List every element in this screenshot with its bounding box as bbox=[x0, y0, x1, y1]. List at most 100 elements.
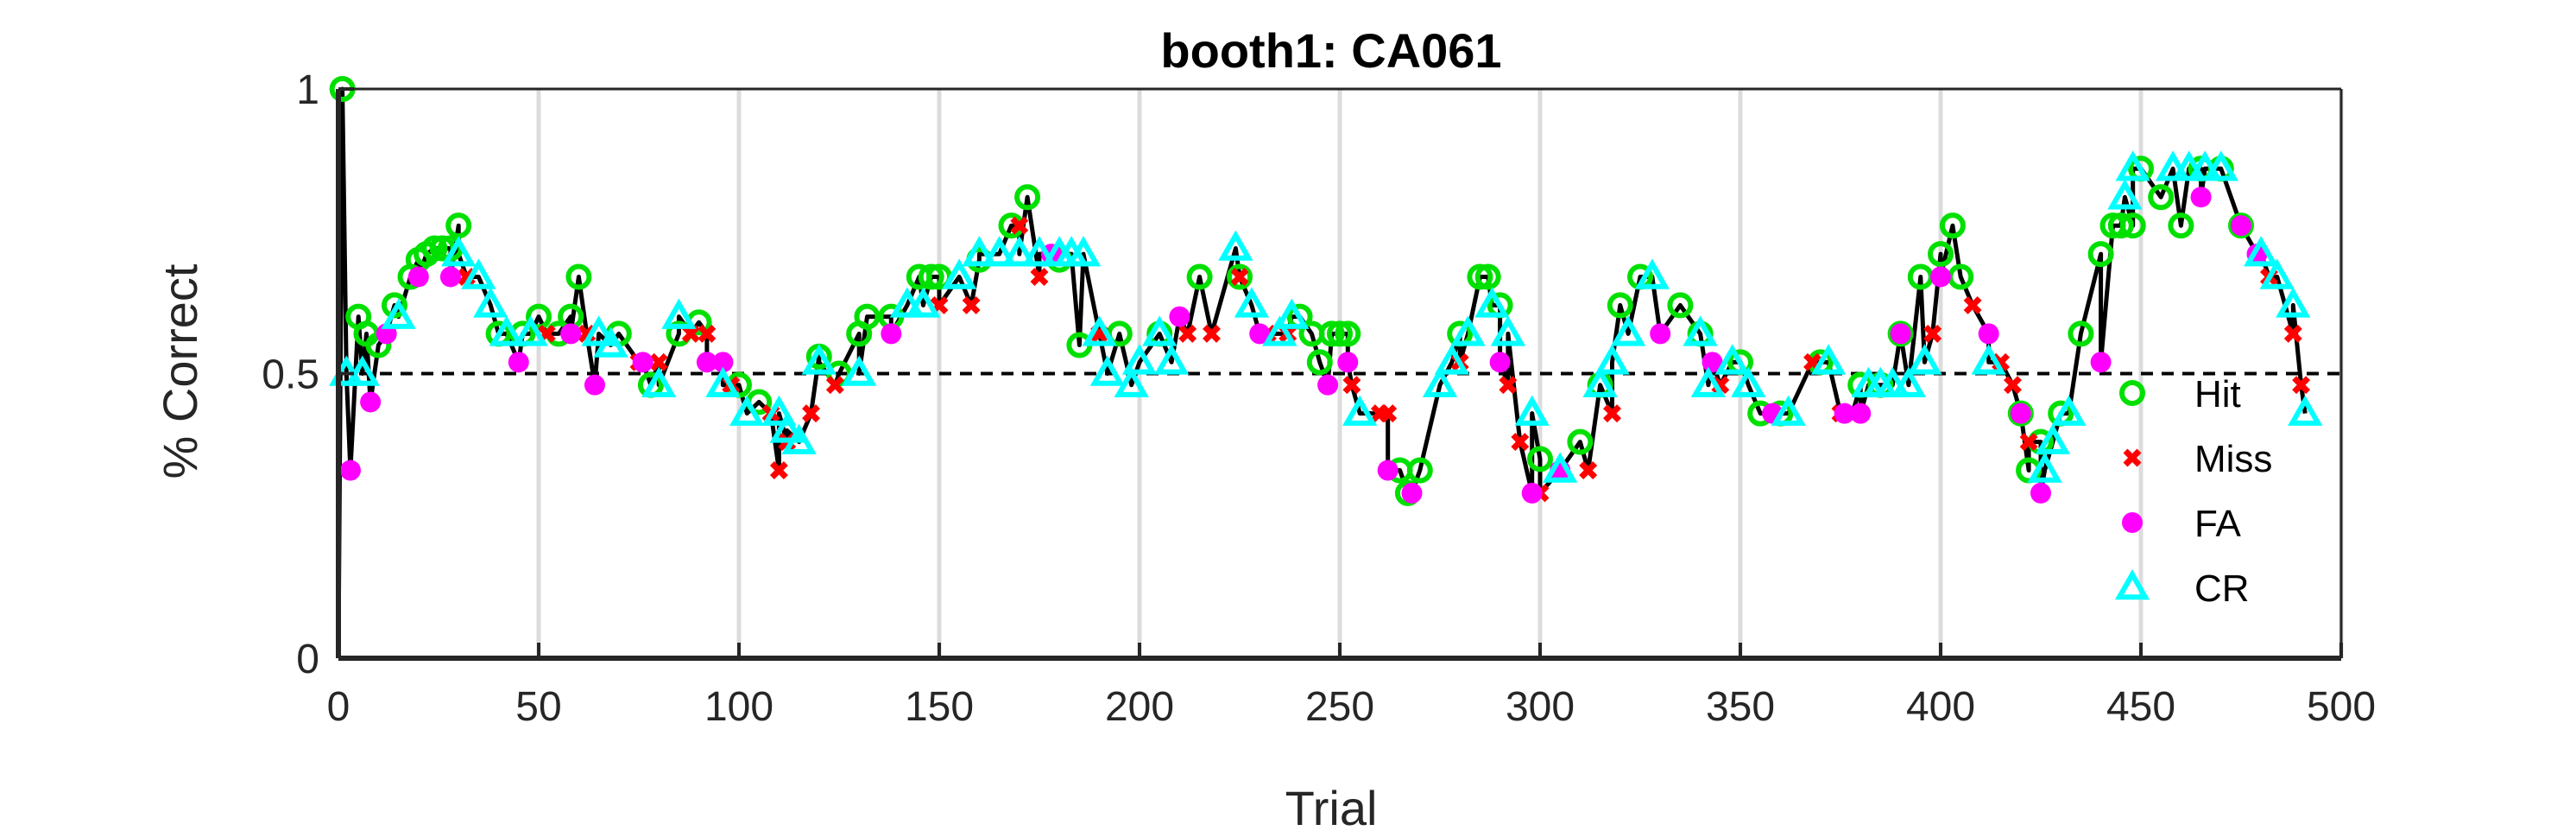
miss-marker bbox=[1203, 324, 1221, 343]
cr-marker bbox=[1771, 395, 1806, 426]
fa-marker bbox=[1834, 403, 1855, 424]
legend: Hit Miss FA CR bbox=[2114, 373, 2272, 610]
legend-marker-fa bbox=[2122, 512, 2143, 533]
miss-marker bbox=[2019, 433, 2038, 452]
cr-marker bbox=[1875, 366, 1910, 397]
miss-marker bbox=[2283, 324, 2302, 343]
cr-marker bbox=[2244, 236, 2279, 267]
cr-marker bbox=[513, 315, 548, 346]
x-tick-label: 350 bbox=[1706, 684, 1775, 730]
fa-marker bbox=[360, 391, 382, 413]
cr-marker bbox=[1234, 287, 1270, 318]
hit-marker bbox=[854, 303, 881, 330]
x-tick-label: 500 bbox=[2307, 684, 2376, 730]
x-tick-label: 300 bbox=[1506, 684, 1575, 730]
hit-marker bbox=[1306, 349, 1333, 376]
cr-marker bbox=[761, 395, 797, 426]
miss-marker bbox=[2292, 376, 2311, 395]
y-tick-label: 1 bbox=[296, 67, 319, 113]
fa-marker bbox=[1702, 352, 1723, 373]
cr-marker bbox=[661, 298, 697, 329]
hit-marker bbox=[1467, 263, 1493, 290]
cr-marker bbox=[1582, 366, 1618, 397]
cr-marker bbox=[489, 315, 525, 346]
cr-marker bbox=[1342, 395, 1378, 426]
cr-marker bbox=[381, 298, 416, 329]
cr-marker bbox=[1450, 315, 1486, 346]
miss-marker bbox=[1603, 404, 1621, 423]
x-tick-label: 150 bbox=[905, 684, 974, 730]
cr-marker bbox=[1422, 366, 1458, 397]
hit-marker bbox=[421, 235, 448, 262]
cr-marker bbox=[1543, 452, 1578, 483]
miss-marker bbox=[825, 376, 844, 395]
cr-marker bbox=[1153, 344, 1190, 375]
cr-marker bbox=[2288, 395, 2323, 426]
hit-marker bbox=[2068, 320, 2094, 347]
fa-marker bbox=[1489, 352, 1511, 373]
fa-marker bbox=[1169, 306, 1190, 327]
x-tick-label: 50 bbox=[515, 684, 561, 730]
cr-marker bbox=[1065, 236, 1102, 267]
legend-marker-cr bbox=[2114, 568, 2150, 600]
cr-marker bbox=[581, 315, 616, 346]
cr-marker bbox=[1891, 366, 1927, 397]
fa-marker bbox=[407, 266, 429, 288]
miss-marker bbox=[769, 461, 788, 480]
miss-marker bbox=[2004, 376, 2022, 395]
y-tick-label: 0.5 bbox=[262, 352, 319, 398]
hit-marker bbox=[1014, 184, 1041, 211]
fa-marker bbox=[584, 374, 605, 396]
miss-marker bbox=[649, 352, 668, 371]
hit-marker bbox=[2168, 212, 2194, 239]
hit-marker bbox=[918, 263, 944, 290]
cr-marker bbox=[2188, 150, 2223, 181]
miss-marker bbox=[1342, 376, 1361, 395]
cr-marker bbox=[2107, 179, 2143, 210]
cr-marker bbox=[1514, 395, 1550, 426]
legend-marker-miss bbox=[2123, 448, 2142, 467]
cr-marker bbox=[1610, 315, 1646, 346]
legend-label-hit: Hit bbox=[2194, 373, 2241, 415]
cr-marker bbox=[889, 287, 925, 318]
miss-marker bbox=[1963, 295, 1982, 314]
cr-marker bbox=[1474, 287, 1510, 318]
y-tick-label: 0 bbox=[296, 637, 319, 682]
miss-marker bbox=[1010, 216, 1029, 235]
hit-marker bbox=[526, 303, 552, 330]
hit-marker bbox=[1406, 457, 1433, 484]
cr-marker bbox=[769, 412, 805, 443]
legend-marker-hit bbox=[2119, 380, 2145, 406]
fa-marker bbox=[1337, 352, 1359, 373]
fa-marker bbox=[1377, 460, 1398, 481]
x-tick-label: 250 bbox=[1305, 684, 1374, 730]
hit-marker bbox=[2107, 212, 2134, 239]
cr-marker bbox=[2276, 287, 2311, 318]
cr-marker bbox=[2027, 452, 2062, 483]
cr-marker bbox=[1089, 355, 1126, 386]
cr-marker bbox=[1121, 344, 1158, 375]
fa-marker bbox=[1890, 323, 1911, 345]
hit-marker bbox=[1567, 428, 1594, 455]
cr-marker bbox=[801, 344, 837, 375]
fa-marker bbox=[1978, 323, 1999, 345]
fa-marker bbox=[881, 323, 902, 345]
x-axis-label: Trial bbox=[1285, 781, 1378, 835]
cr-marker bbox=[2035, 423, 2071, 454]
cr-marker bbox=[1714, 344, 1750, 375]
cr-marker bbox=[461, 258, 496, 289]
cr-marker bbox=[1114, 366, 1149, 397]
miss-marker bbox=[698, 324, 717, 343]
hit-marker bbox=[1527, 446, 1553, 472]
miss-marker bbox=[681, 324, 700, 343]
hit-marker bbox=[1335, 320, 1361, 347]
cr-marker bbox=[1262, 315, 1297, 346]
hit-marker bbox=[1186, 263, 1213, 290]
hit-marker bbox=[1939, 212, 1966, 239]
x-tick-label: 400 bbox=[1906, 684, 1975, 730]
cr-marker bbox=[1021, 236, 1058, 267]
cr-marker bbox=[2259, 258, 2295, 289]
hit-marker bbox=[1928, 241, 1954, 268]
miss-marker bbox=[802, 404, 820, 423]
fa-marker bbox=[1930, 266, 1951, 288]
